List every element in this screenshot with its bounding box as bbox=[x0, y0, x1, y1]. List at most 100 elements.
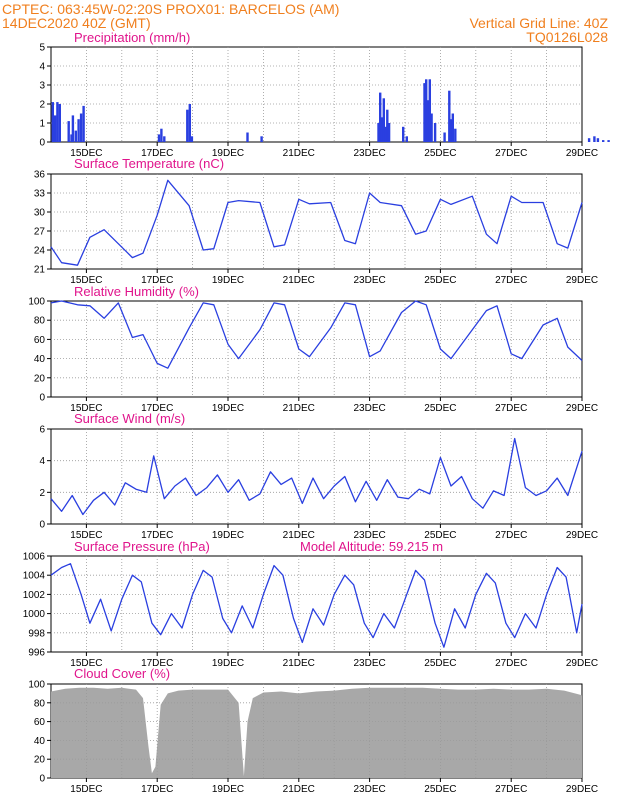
series-line bbox=[50, 563, 583, 648]
y-tick-label: 4 bbox=[39, 62, 45, 73]
precip-bar bbox=[74, 130, 77, 142]
wind-panel: Surface Wind (m/s) 0 2 4 6 15DEC 17DEC 19DEC 21… bbox=[39, 411, 598, 541]
x-tick-label: 29DEC bbox=[566, 530, 598, 541]
precip-bar bbox=[451, 113, 454, 142]
y-tick-label: 1 bbox=[39, 119, 45, 130]
x-tick-label: 27DEC bbox=[495, 403, 527, 414]
x-tick-label: 25DEC bbox=[424, 658, 456, 669]
x-tick-label: 25DEC bbox=[424, 784, 456, 795]
x-tick-label: 19DEC bbox=[212, 148, 244, 159]
x-tick-label: 15DEC bbox=[70, 530, 102, 541]
wind-title: Surface Wind (m/s) bbox=[74, 411, 185, 426]
x-tick-label: 23DEC bbox=[353, 403, 385, 414]
x-tick-label: 25DEC bbox=[424, 530, 456, 541]
precip-bar bbox=[70, 134, 73, 142]
precip-bar bbox=[443, 132, 446, 142]
y-tick-label: 0 bbox=[39, 138, 45, 149]
y-tick-label: 0 bbox=[39, 520, 45, 531]
y-tick-label: 80 bbox=[34, 698, 46, 709]
precipitation-panel: Precipitation (mm/h) 0 1 2 3 4 5 15DEC 17DEC 19D… bbox=[39, 30, 610, 159]
x-tick-label: 17DEC bbox=[141, 275, 173, 286]
precip-bar bbox=[428, 79, 431, 142]
x-tick-label: 23DEC bbox=[353, 148, 385, 159]
precip-bar bbox=[587, 138, 591, 142]
y-tick-label: 30 bbox=[34, 208, 46, 219]
y-tick-label: 1006 bbox=[23, 552, 46, 563]
x-tick-label: 21DEC bbox=[283, 148, 315, 159]
precip-bar bbox=[402, 126, 405, 142]
humidity-panel: Relative Humidity (%) 0 20 40 60 80 100 15DEC 1… bbox=[28, 284, 598, 414]
precip-bar bbox=[160, 128, 163, 142]
y-tick-label: 1000 bbox=[23, 609, 46, 620]
series-line bbox=[50, 179, 583, 266]
y-tick-label: 40 bbox=[34, 354, 46, 365]
x-tick-label: 29DEC bbox=[566, 403, 598, 414]
precip-bar bbox=[163, 136, 166, 142]
precip-bar bbox=[405, 136, 408, 142]
y-tick-label: 1004 bbox=[23, 571, 46, 582]
x-tick-label: 17DEC bbox=[141, 530, 173, 541]
model-altitude-label: Model Altitude: 59.215 m bbox=[300, 539, 443, 554]
x-tick-label: 21DEC bbox=[283, 658, 315, 669]
y-tick-label: 4 bbox=[39, 456, 45, 467]
header-vgrid: Vertical Grid Line: 40Z bbox=[469, 15, 608, 31]
precip-bar bbox=[448, 90, 451, 142]
x-tick-label: 19DEC bbox=[212, 403, 244, 414]
x-tick-label: 21DEC bbox=[283, 530, 315, 541]
x-tick-label: 15DEC bbox=[70, 784, 102, 795]
x-tick-label: 19DEC bbox=[212, 784, 244, 795]
precip-bar bbox=[67, 121, 70, 142]
y-tick-label: 6 bbox=[39, 425, 45, 436]
pressure-title: Surface Pressure (hPa) bbox=[74, 539, 210, 554]
y-tick-label: 24 bbox=[34, 246, 46, 257]
y-tick-label: 100 bbox=[28, 297, 45, 308]
x-tick-label: 15DEC bbox=[70, 275, 102, 286]
precip-bar bbox=[382, 98, 385, 142]
plot-frame bbox=[50, 173, 583, 270]
x-tick-label: 17DEC bbox=[141, 148, 173, 159]
x-tick-label: 15DEC bbox=[70, 148, 102, 159]
x-tick-label: 27DEC bbox=[495, 784, 527, 795]
header-station: CPTEC: 063:45W-02:20S PROX01: BARCELOS (… bbox=[2, 1, 339, 17]
plot-frame bbox=[50, 300, 583, 398]
precip-bar bbox=[377, 123, 380, 142]
precip-bar bbox=[157, 134, 161, 142]
precip-bar bbox=[602, 140, 605, 142]
y-tick-label: 27 bbox=[34, 227, 46, 238]
y-tick-label: 100 bbox=[28, 680, 45, 691]
x-tick-label: 17DEC bbox=[141, 784, 173, 795]
precip-bar bbox=[384, 126, 387, 142]
x-tick-label: 15DEC bbox=[70, 403, 102, 414]
precip-bar bbox=[56, 102, 59, 142]
precipitation-title: Precipitation (mm/h) bbox=[74, 30, 190, 45]
pressure-panel: Surface Pressure (hPa) Model Altitude: 5… bbox=[23, 539, 598, 669]
x-tick-label: 25DEC bbox=[424, 403, 456, 414]
precip-bar bbox=[188, 104, 191, 142]
x-tick-label: 21DEC bbox=[283, 403, 315, 414]
precip-bar bbox=[77, 119, 80, 142]
precip-bar bbox=[58, 104, 61, 142]
precip-bar bbox=[82, 105, 85, 142]
precip-bar bbox=[596, 138, 600, 142]
x-tick-label: 29DEC bbox=[566, 658, 598, 669]
x-tick-label: 21DEC bbox=[283, 784, 315, 795]
precip-bar bbox=[425, 79, 428, 142]
x-tick-label: 27DEC bbox=[495, 275, 527, 286]
x-tick-label: 15DEC bbox=[70, 658, 102, 669]
temperature-title: Surface Temperature (nC) bbox=[74, 156, 224, 171]
cloud-cover-panel: Cloud Cover (%) 0 20 40 60 80 100 15DEC 17DEC 19… bbox=[28, 666, 598, 795]
y-tick-label: 20 bbox=[34, 373, 46, 384]
precip-bar bbox=[54, 115, 57, 142]
y-tick-label: 0 bbox=[39, 774, 45, 785]
y-tick-label: 60 bbox=[34, 717, 46, 728]
y-tick-label: 21 bbox=[34, 265, 46, 276]
x-tick-label: 23DEC bbox=[353, 658, 385, 669]
y-tick-label: 2 bbox=[39, 100, 45, 111]
precip-bar bbox=[426, 100, 430, 142]
header-model: TQ0126L028 bbox=[526, 29, 608, 45]
precip-bar bbox=[387, 123, 391, 142]
y-tick-label: 0 bbox=[39, 393, 45, 404]
y-tick-label: 3 bbox=[39, 81, 45, 92]
plot-frame bbox=[50, 428, 583, 525]
y-tick-label: 996 bbox=[28, 648, 45, 659]
